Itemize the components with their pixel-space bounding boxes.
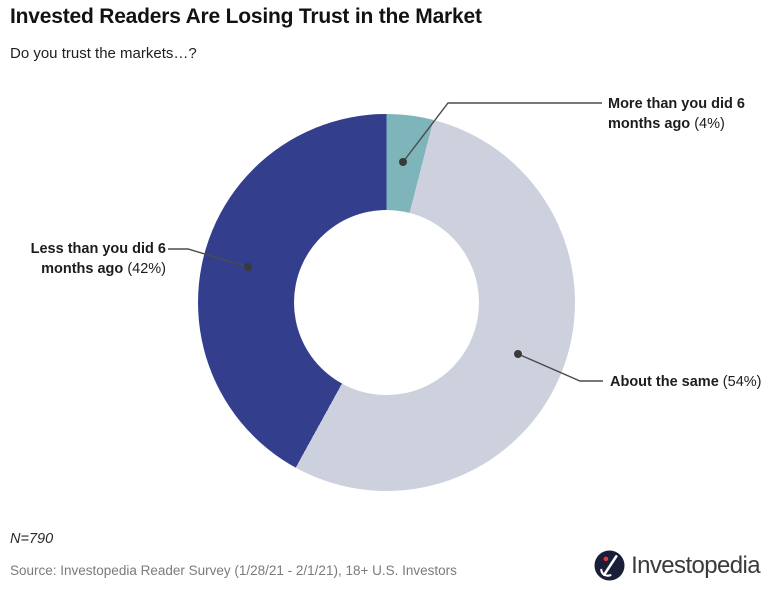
donut-chart bbox=[198, 114, 575, 491]
callout-label-same-text: About the same bbox=[610, 374, 719, 390]
logo-red-dot bbox=[603, 556, 609, 562]
donut-hole bbox=[294, 210, 479, 395]
callout-label-less-text: Less than you did 6 months ago bbox=[30, 241, 166, 277]
callout-label-more-value: (4%) bbox=[694, 116, 725, 132]
chart-question: Do you trust the markets…? bbox=[10, 45, 197, 62]
sample-size-note: N=790 bbox=[10, 531, 54, 547]
callout-label-same: About the same (54%) bbox=[610, 372, 772, 392]
investopedia-logo: Investopedia bbox=[594, 550, 761, 581]
callout-label-more-text: More than you did 6 months ago bbox=[608, 96, 745, 132]
callout-label-same-value: (54%) bbox=[722, 374, 762, 390]
callout-label-less: Less than you did 6 months ago (42%) bbox=[6, 239, 166, 279]
investopedia-logo-icon bbox=[594, 550, 625, 581]
source-note: Source: Investopedia Reader Survey (1/28… bbox=[10, 563, 457, 578]
investopedia-wordmark: Investopedia bbox=[631, 551, 761, 579]
page-title: Invested Readers Are Losing Trust in the… bbox=[10, 5, 482, 28]
callout-label-more: More than you did 6 months ago (4%) bbox=[608, 94, 760, 134]
callout-label-less-value: (42%) bbox=[127, 261, 166, 277]
